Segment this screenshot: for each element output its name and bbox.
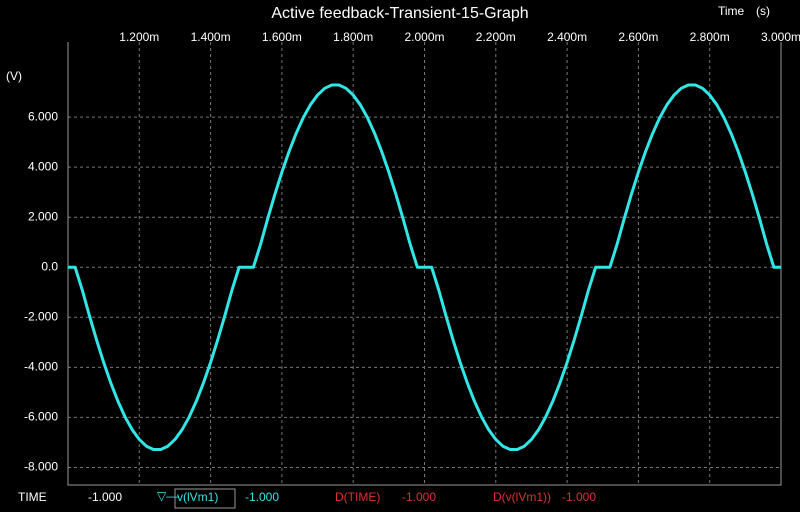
cursor-label: D(v(lVm1)) [493, 490, 551, 504]
y-tick-label: 6.000 [28, 109, 58, 123]
x-tick-label: 1.800m [333, 30, 373, 44]
y-axis-label: (V) [6, 69, 22, 83]
x-tick-label: 2.200m [476, 30, 516, 44]
x-tick-label: 2.800m [690, 30, 730, 44]
x-tick-label: 3.000m [761, 30, 800, 44]
legend-icon: ▽— [157, 489, 178, 503]
x-tick-label: 1.200m [119, 30, 159, 44]
x-tick-label: 1.400m [191, 30, 231, 44]
plot-frame [67, 42, 782, 486]
x-tick-label: 2.600m [618, 30, 658, 44]
legend-box [174, 488, 236, 509]
y-tick-label: -6.000 [24, 410, 58, 424]
y-tick-label: -4.000 [24, 360, 58, 374]
cursor-label: TIME [18, 490, 47, 504]
cursor-value: -1.000 [562, 490, 596, 504]
x-axis-unit: (s) [756, 4, 770, 18]
x-tick-label: 2.000m [404, 30, 444, 44]
y-tick-label: -8.000 [24, 460, 58, 474]
chart-title: Active feedback-Transient-15-Graph [271, 5, 528, 22]
y-tick-label: -2.000 [24, 309, 58, 323]
y-tick-label: 0.0 [41, 259, 58, 273]
legend-value: -1.000 [245, 490, 279, 504]
cursor-label: D(TIME) [335, 490, 380, 504]
cursor-value: -1.000 [88, 490, 122, 504]
cursor-value: -1.000 [402, 490, 436, 504]
y-tick-label: 4.000 [28, 159, 58, 173]
x-tick-label: 2.400m [547, 30, 587, 44]
line-series [68, 83, 781, 451]
x-tick-label: 1.600m [262, 30, 302, 44]
x-axis-label: Time [718, 4, 745, 18]
y-tick-label: 2.000 [28, 209, 58, 223]
legend-label: v(lVm1) [177, 490, 218, 504]
